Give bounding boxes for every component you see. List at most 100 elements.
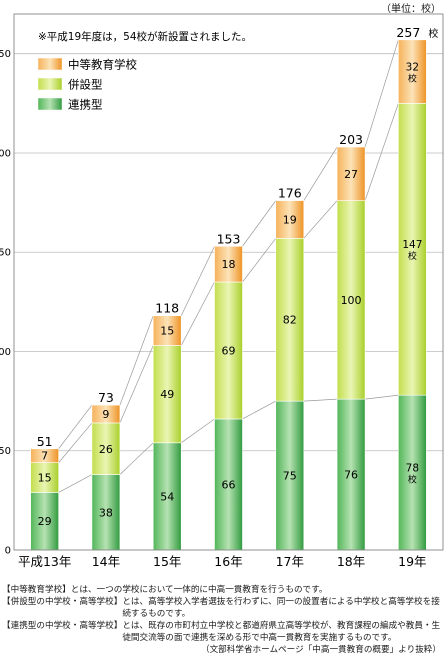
connector-line bbox=[303, 200, 338, 239]
total-label: 73 bbox=[98, 390, 114, 405]
data-label: 147 bbox=[402, 239, 422, 251]
x-tick-label: 16年 bbox=[214, 554, 242, 569]
bar-segment bbox=[214, 281, 243, 420]
x-tick-label: 18年 bbox=[337, 554, 365, 569]
data-label: 66 bbox=[222, 478, 236, 491]
bar-segment bbox=[214, 245, 243, 283]
legend-label: 中等教育学校 bbox=[68, 58, 137, 72]
bar-segment bbox=[336, 146, 366, 201]
note-key: 【中等教育学校】 bbox=[2, 585, 71, 595]
legend-label: 連携型 bbox=[68, 98, 103, 112]
bar-segment bbox=[152, 315, 182, 346]
total-label: 176 bbox=[278, 186, 302, 201]
connector-line bbox=[365, 394, 399, 400]
note-item: 【連携型の中学校・高等学校】 とは、既存の市町村立中学校と都道府県立高等学校が、… bbox=[2, 620, 445, 644]
bar-segment bbox=[275, 200, 305, 239]
connector-line bbox=[303, 398, 338, 402]
connector-line bbox=[364, 39, 399, 148]
connector-line bbox=[119, 315, 154, 406]
connector-line bbox=[242, 400, 276, 420]
x-tick-label: 平成13年 bbox=[18, 554, 71, 569]
connector-line bbox=[119, 345, 154, 424]
note-item: 【併設型の中学校・高等学校】 とは、高等学校入学者選抜を行わずに、同一の設置者に… bbox=[2, 596, 445, 620]
note-text: とは、既存の市町村立中学校と都道府県立高等学校が、教育課程の編成や教員・生徒間交… bbox=[122, 621, 441, 643]
stacked-bar-chart: 0 50 100 150 200 250 29 15 751 平成13年 38 26 9 73 14年 54… bbox=[0, 13, 444, 569]
connector-line bbox=[180, 246, 215, 316]
total-label-unit: 校 bbox=[428, 27, 438, 40]
data-label-unit: 校 bbox=[408, 250, 417, 262]
bar-segment bbox=[91, 474, 121, 551]
notes: 【中等教育学校】 とは、一つの学校において一体的に中高一貫教育を行うものです。 … bbox=[2, 584, 445, 656]
x-tick-label: 19年 bbox=[398, 554, 426, 569]
data-label: 32 bbox=[406, 62, 419, 74]
data-label-unit: 校 bbox=[408, 73, 417, 85]
data-label: 19 bbox=[283, 213, 297, 226]
connector-line bbox=[242, 238, 277, 283]
data-label: 38 bbox=[99, 506, 113, 519]
y-tick-label: 250 bbox=[0, 49, 11, 60]
data-label: 15 bbox=[160, 325, 174, 338]
total-label: 203 bbox=[339, 132, 363, 147]
legend-swatch bbox=[37, 77, 63, 91]
connector-line bbox=[180, 281, 215, 346]
note-key: 【連携型の中学校・高等学校】 bbox=[2, 621, 123, 631]
bar-segment bbox=[336, 398, 366, 551]
source-note: （文部科学省ホームページ「中高一貫教育の概要」より抜粋） bbox=[200, 645, 441, 655]
plot-frame bbox=[13, 13, 444, 551]
connector-line bbox=[58, 474, 93, 493]
total-label: 51 bbox=[37, 434, 53, 449]
bar-segment bbox=[30, 492, 59, 551]
legend-swatch bbox=[37, 57, 63, 71]
bar-segment bbox=[30, 448, 59, 463]
data-label: 15 bbox=[38, 472, 52, 485]
data-label: 69 bbox=[222, 344, 236, 357]
data-label: 7 bbox=[41, 450, 48, 463]
y-tick-label: 150 bbox=[0, 248, 11, 259]
bar-segment bbox=[398, 103, 427, 396]
data-label: 27 bbox=[344, 168, 358, 181]
note-item: 【中等教育学校】 とは、一つの学校において一体的に中高一貫教育を行うものです。 bbox=[2, 584, 445, 596]
connector-line bbox=[364, 103, 399, 201]
x-tick-label: 15年 bbox=[153, 554, 181, 569]
connector-line bbox=[303, 146, 338, 201]
data-label: 100 bbox=[341, 294, 362, 307]
note-text: とは、一つの学校において一体的に中高一貫教育を行うものです。 bbox=[70, 585, 328, 595]
bar-segment bbox=[91, 404, 121, 424]
y-tick-label: 200 bbox=[0, 148, 11, 159]
note-text: とは、高等学校入学者選抜を行わずに、同一の設置者による中学校と高等学校を接続する… bbox=[122, 597, 440, 619]
annotation-text: ※平成19年度は，54校が新設置されました。 bbox=[38, 30, 252, 43]
y-tick-label: 50 bbox=[0, 446, 11, 457]
bar-segment bbox=[275, 400, 305, 551]
data-label: 29 bbox=[38, 515, 52, 528]
data-label: 9 bbox=[102, 408, 109, 421]
total-label: 257 bbox=[396, 25, 420, 40]
data-label: 75 bbox=[283, 470, 297, 483]
data-label: 18 bbox=[222, 258, 236, 271]
data-label: 76 bbox=[344, 469, 358, 482]
bar-segment bbox=[152, 345, 182, 444]
bar-segment bbox=[398, 394, 427, 551]
bar-segment bbox=[91, 422, 121, 475]
data-label: 49 bbox=[160, 388, 174, 401]
connector-line bbox=[181, 418, 215, 444]
unit-label: （単位：校） bbox=[381, 4, 441, 15]
legend-swatch bbox=[37, 97, 63, 111]
data-label: 78 bbox=[406, 463, 419, 475]
connector-line bbox=[119, 442, 154, 475]
x-tick-label: 14年 bbox=[92, 554, 120, 569]
y-tick-label: 100 bbox=[0, 347, 11, 358]
bar-segment bbox=[398, 39, 427, 104]
legend-label: 併設型 bbox=[68, 78, 103, 92]
data-label-unit: 校 bbox=[408, 474, 417, 486]
data-label: 82 bbox=[283, 314, 297, 327]
x-tick-label: 17年 bbox=[276, 554, 304, 569]
total-label: 118 bbox=[155, 301, 179, 316]
data-label: 54 bbox=[160, 490, 174, 503]
y-tick-label: 0 bbox=[5, 546, 11, 557]
connector-line bbox=[58, 404, 93, 449]
bar-segment bbox=[152, 442, 182, 551]
total-label: 153 bbox=[217, 231, 241, 246]
bar-segment bbox=[336, 200, 366, 400]
connector-line bbox=[58, 422, 93, 463]
data-label: 26 bbox=[99, 443, 113, 456]
